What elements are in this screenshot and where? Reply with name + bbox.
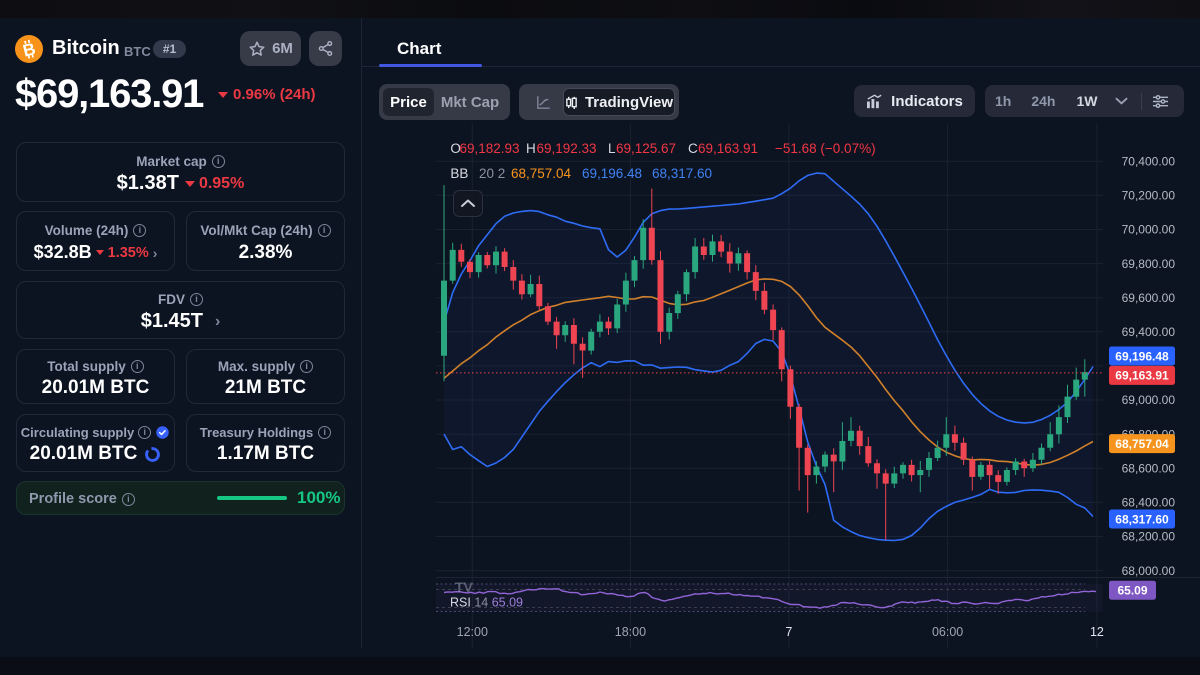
svg-text:BB: BB: [450, 166, 468, 181]
svg-text:7: 7: [785, 625, 792, 639]
svg-text:69,192.33: 69,192.33: [537, 141, 597, 156]
svg-text:68,600.00: 68,600.00: [1122, 462, 1176, 476]
svg-text:69,196.48: 69,196.48: [1115, 349, 1169, 363]
svg-text:18:00: 18:00: [615, 625, 646, 639]
svg-text:68,757.04: 68,757.04: [511, 166, 572, 181]
svg-text:12:00: 12:00: [457, 625, 488, 639]
svg-text:65.09: 65.09: [1117, 584, 1147, 598]
svg-text:68,317.60: 68,317.60: [1115, 512, 1169, 526]
svg-text:C: C: [688, 141, 698, 156]
svg-text:69,196.48: 69,196.48: [582, 166, 642, 181]
svg-text:68,400.00: 68,400.00: [1122, 496, 1176, 510]
svg-text:69,800.00: 69,800.00: [1122, 257, 1176, 271]
svg-text:06:00: 06:00: [932, 625, 963, 639]
svg-text:69,600.00: 69,600.00: [1122, 291, 1176, 305]
svg-text:70,000.00: 70,000.00: [1122, 223, 1176, 237]
svg-text:68,200.00: 68,200.00: [1122, 530, 1176, 544]
svg-text:69,000.00: 69,000.00: [1122, 393, 1176, 407]
svg-text:RSI 14 65.09: RSI 14 65.09: [450, 596, 523, 610]
svg-text:12: 12: [1090, 625, 1104, 639]
svg-text:69,163.91: 69,163.91: [698, 141, 758, 156]
svg-text:68,757.04: 68,757.04: [1115, 437, 1169, 451]
svg-text:69,400.00: 69,400.00: [1122, 325, 1176, 339]
svg-text:TV: TV: [455, 579, 474, 595]
svg-text:70,200.00: 70,200.00: [1122, 189, 1176, 203]
svg-text:69,125.67: 69,125.67: [616, 141, 676, 156]
svg-text:20 2: 20 2: [479, 166, 505, 181]
svg-text:L: L: [608, 141, 616, 156]
svg-text:70,400.00: 70,400.00: [1122, 154, 1176, 168]
svg-text:69,163.91: 69,163.91: [1115, 369, 1169, 383]
svg-text:O: O: [450, 141, 461, 156]
svg-text:−51.68 (−0.07%): −51.68 (−0.07%): [775, 141, 876, 156]
svg-text:69,182.93: 69,182.93: [460, 141, 520, 156]
svg-text:68,000.00: 68,000.00: [1122, 564, 1176, 578]
svg-text:68,317.60: 68,317.60: [652, 166, 712, 181]
svg-text:B: B: [21, 39, 38, 60]
svg-text:H: H: [526, 141, 536, 156]
